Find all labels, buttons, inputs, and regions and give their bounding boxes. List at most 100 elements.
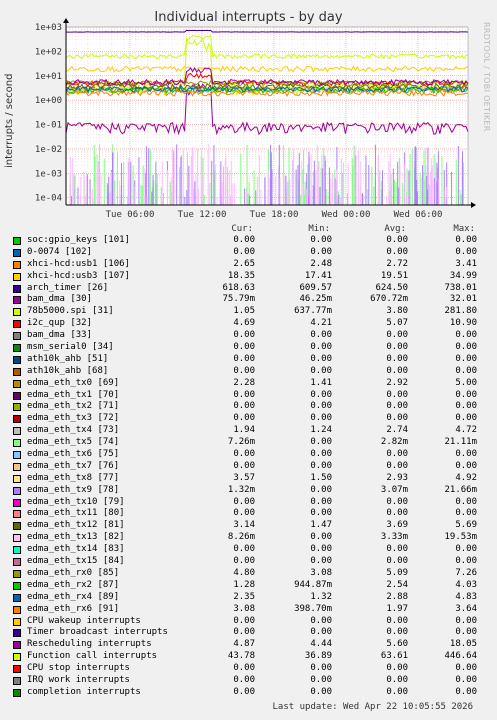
legend-min: 1.32 xyxy=(310,591,332,602)
legend-min: 0.00 xyxy=(310,627,332,638)
legend-label: completion interrupts xyxy=(27,686,141,697)
legend-label: Rescheduling interrupts xyxy=(27,639,152,650)
series-line xyxy=(65,85,469,94)
legend-min: 0.00 xyxy=(310,484,332,495)
legend-min: 0.00 xyxy=(310,460,332,471)
legend-avg: 63.61 xyxy=(380,651,408,662)
legend-max: 10.90 xyxy=(449,318,477,329)
legend-max: 7.26 xyxy=(455,567,477,578)
legend-cur: 2.65 xyxy=(233,258,255,269)
legend-swatch xyxy=(13,344,21,353)
legend-label: IRQ work interrupts xyxy=(27,674,130,685)
legend-avg: 0.00 xyxy=(386,330,408,341)
col-min-header: Min: xyxy=(308,224,330,234)
legend-label: Timer broadcast interrupts xyxy=(27,627,168,638)
legend-min: 1.50 xyxy=(310,472,332,483)
legend-avg: 0.00 xyxy=(386,235,408,245)
legend-swatch xyxy=(13,355,21,364)
legend-avg: 670.72m xyxy=(370,294,408,305)
legend-row: edma_eth_rx0 [85] 4.80 3.08 5.09 7.26 xyxy=(13,568,493,580)
legend-swatch xyxy=(13,510,21,519)
legend-cur: 0.00 xyxy=(233,389,255,400)
legend-min: 0.00 xyxy=(310,674,332,685)
legend-cur: 1.32m xyxy=(227,484,255,495)
legend-label: soc:gpio_keys [101] xyxy=(27,235,130,245)
legend-label: CPU stop interrupts xyxy=(27,663,130,674)
legend-min: 1.24 xyxy=(310,425,332,436)
legend-label: edma_eth_tx10 [79] xyxy=(27,496,125,507)
legend-min: 0.00 xyxy=(310,449,332,460)
legend-min: 2.48 xyxy=(310,258,332,269)
legend-max: 21.11m xyxy=(444,437,477,448)
legend-max: 4.03 xyxy=(455,579,477,590)
legend-max: 18.05 xyxy=(449,639,477,650)
x-tick-label: Wed 06:00 xyxy=(394,210,443,220)
legend-avg: 0.00 xyxy=(386,615,408,626)
legend-cur: 0.00 xyxy=(233,330,255,341)
legend-swatch xyxy=(13,665,21,674)
legend-cur: 3.57 xyxy=(233,472,255,483)
chart-title: Individual interrupts - by day xyxy=(154,10,343,25)
legend-row: edma_eth_tx15 [84] 0.00 0.00 0.00 0.00 xyxy=(13,556,493,568)
legend-row: edma_eth_rx4 [89] 2.35 1.32 2.88 4.83 xyxy=(13,592,493,604)
legend-row: edma_eth_tx9 [78] 1.32m 0.00 3.07m 21.66m xyxy=(13,485,493,497)
legend-cur: 8.26m xyxy=(227,532,255,543)
legend-min: 0.00 xyxy=(310,401,332,412)
legend-row: edma_eth_tx13 [82] 8.26m 0.00 3.33m 19.53m xyxy=(13,532,493,544)
col-avg-header: Avg: xyxy=(384,224,406,234)
legend-cur: 0.00 xyxy=(233,449,255,460)
chart-plot: 1e-04 1e-03 1e-02 1e-01 1e+00 1e+01 1e+02 1e+03… xyxy=(35,18,476,220)
legend-swatch xyxy=(13,617,21,626)
legend-label: edma_eth_tx13 [82] xyxy=(27,532,125,543)
y-tick-label: 1e-01 xyxy=(35,121,62,131)
legend-avg: 0.00 xyxy=(386,401,408,412)
legend-cur: 0.00 xyxy=(233,674,255,685)
legend-min: 0.00 xyxy=(310,246,332,257)
legend-row: arch_timer [26] 618.63 609.57 624.50 738.01 xyxy=(13,283,493,295)
legend-min: 4.44 xyxy=(310,639,332,650)
legend-min: 1.41 xyxy=(310,377,332,388)
legend-row: xhci-hcd:usb3 [107] 18.35 17.41 19.51 34.99 xyxy=(13,271,493,283)
legend-max: 0.00 xyxy=(455,413,477,424)
legend-row: edma_eth_rx6 [91] 3.08 398.70m 1.97 3.64 xyxy=(13,604,493,616)
legend-min: 0.00 xyxy=(310,496,332,507)
legend-avg: 5.09 xyxy=(386,567,408,578)
legend-label: edma_eth_tx1 [70] xyxy=(27,389,120,400)
legend-avg: 0.00 xyxy=(386,460,408,471)
legend-cur: 43.78 xyxy=(227,651,255,662)
legend-swatch xyxy=(13,641,21,650)
legend-avg: 624.50 xyxy=(375,282,408,293)
legend-label: edma_eth_tx7 [76] xyxy=(27,460,120,471)
legend-avg: 2.82m xyxy=(380,437,408,448)
legend-avg: 0.00 xyxy=(386,686,408,697)
legend-max: 5.69 xyxy=(455,520,477,531)
legend-cur: 0.00 xyxy=(233,544,255,555)
legend-swatch xyxy=(13,462,21,471)
legend-avg: 0.00 xyxy=(386,496,408,507)
legend-row: CPU stop interrupts 0.00 0.00 0.00 0.00 xyxy=(13,663,493,675)
legend-cur: 4.87 xyxy=(233,639,255,650)
legend-min: 0.00 xyxy=(310,508,332,519)
legend-row: edma_eth_tx14 [83] 0.00 0.00 0.00 0.00 xyxy=(13,544,493,556)
legend-max: 19.53m xyxy=(444,532,477,543)
legend-max: 0.00 xyxy=(455,401,477,412)
legend-label: Function call interrupts xyxy=(27,651,158,662)
legend: soc:gpio_keys [101] 0.00 0.00 0.00 0.00 0-007… xyxy=(13,235,493,699)
legend-min: 0.00 xyxy=(310,342,332,353)
legend-min: 0.00 xyxy=(310,556,332,567)
series-line xyxy=(65,83,469,91)
legend-row: edma_eth_tx4 [73] 1.94 1.24 2.74 4.72 xyxy=(13,425,493,437)
legend-min: 3.08 xyxy=(310,567,332,578)
legend-label: edma_eth_rx4 [89] xyxy=(27,591,120,602)
legend-min: 0.00 xyxy=(310,532,332,543)
legend-min: 944.87m xyxy=(294,579,332,590)
legend-max: 0.00 xyxy=(455,674,477,685)
legend-avg: 0.00 xyxy=(386,365,408,376)
legend-swatch xyxy=(13,391,21,400)
last-update: Last update: Wed Apr 22 10:05:55 2026 xyxy=(272,702,473,712)
legend-row: xhci-hcd:usb1 [106] 2.65 2.48 2.72 3.41 xyxy=(13,259,493,271)
legend-swatch xyxy=(13,498,21,507)
legend-cur: 0.00 xyxy=(233,615,255,626)
legend-label: xhci-hcd:usb1 [106] xyxy=(27,258,130,269)
legend-label: 78b5000.spi [31] xyxy=(27,306,114,317)
